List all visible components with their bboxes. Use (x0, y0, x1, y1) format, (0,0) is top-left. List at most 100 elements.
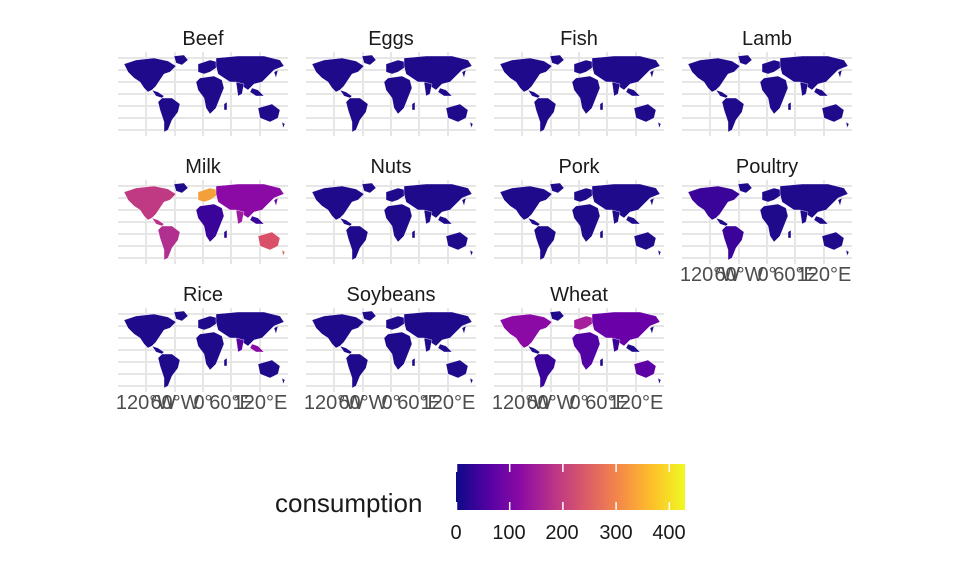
world-map (306, 180, 476, 264)
region-na (499, 57, 553, 93)
region-japan (837, 197, 843, 207)
region-asia (215, 183, 285, 219)
x-tick-label: 0° (757, 264, 777, 286)
region-sea (437, 87, 453, 97)
world-map (306, 52, 476, 136)
region-india (235, 337, 245, 353)
region-japan (649, 325, 655, 335)
region-ca (715, 89, 729, 99)
region-sea (625, 215, 641, 225)
region-sa (533, 353, 557, 389)
region-na (499, 313, 553, 349)
facet-title: Milk (185, 156, 221, 178)
region-nz (657, 377, 662, 385)
region-greenland (361, 54, 377, 66)
region-sea (813, 215, 829, 225)
world-map (118, 308, 288, 392)
region-eu (761, 59, 783, 75)
region-asia (403, 55, 473, 91)
x-tick-label: 0° (569, 392, 589, 414)
region-japan (273, 69, 279, 79)
region-eu (761, 187, 783, 203)
region-japan (837, 69, 843, 79)
region-asia (215, 311, 285, 347)
region-madag (787, 229, 792, 239)
facet-title: Pork (558, 156, 600, 178)
facet-title: Beef (182, 28, 224, 50)
region-nz (845, 249, 850, 257)
region-sa (721, 97, 745, 133)
region-japan (461, 69, 467, 79)
region-nz (657, 121, 662, 129)
region-nz (281, 377, 286, 385)
region-asia (779, 55, 849, 91)
region-sea (249, 343, 265, 353)
x-tick-label: 120°W (303, 392, 365, 414)
region-asia (591, 183, 661, 219)
region-india (235, 209, 245, 225)
x-tick-label: 0° (193, 392, 213, 414)
facet-title: Eggs (368, 28, 414, 50)
region-greenland (737, 54, 753, 66)
region-af (571, 203, 601, 243)
world-map (494, 52, 664, 136)
region-na (123, 185, 177, 221)
region-ca (527, 89, 541, 99)
region-nz (281, 249, 286, 257)
region-india (611, 81, 621, 97)
facet-panel-nuts: Nuts (306, 154, 476, 264)
region-ca (151, 217, 165, 227)
region-asia (591, 55, 661, 91)
region-madag (599, 229, 604, 239)
facet-panel-beef: Beef (118, 26, 288, 136)
region-india (235, 81, 245, 97)
region-sa (157, 353, 181, 389)
region-japan (649, 197, 655, 207)
region-india (611, 337, 621, 353)
world-map (682, 180, 852, 264)
region-sea (249, 215, 265, 225)
region-na (123, 313, 177, 349)
region-asia (591, 311, 661, 347)
region-sea (625, 343, 641, 353)
region-eu (197, 59, 219, 75)
facet-title: Rice (182, 284, 223, 306)
colorbar (456, 464, 685, 510)
region-nz (657, 249, 662, 257)
region-sa (157, 97, 181, 133)
facet-panel-poultry: Poultry 120°W 60°W 0° 60°E 120°E (680, 154, 852, 286)
facet-title: Soybeans (346, 284, 436, 306)
region-india (423, 337, 433, 353)
region-sea (625, 87, 641, 97)
region-greenland (549, 182, 565, 194)
region-sea (249, 87, 265, 97)
region-madag (787, 101, 792, 111)
region-aus (445, 359, 469, 379)
region-nz (469, 249, 474, 257)
region-sea (437, 343, 453, 353)
region-sa (533, 225, 557, 261)
region-eu (573, 59, 595, 75)
region-sa (533, 97, 557, 133)
region-ca (527, 217, 541, 227)
region-na (499, 185, 553, 221)
region-japan (461, 325, 467, 335)
region-nz (469, 377, 474, 385)
region-na (687, 57, 741, 93)
region-madag (411, 101, 416, 111)
region-eu (573, 315, 595, 331)
region-india (423, 81, 433, 97)
region-af (195, 203, 225, 243)
colorbar-legend: consumption 0 100 200 300 (270, 460, 700, 560)
region-af (571, 75, 601, 115)
region-madag (223, 229, 228, 239)
x-axis-labels: 120°W 60°W 0° 60°E 120°E (680, 264, 852, 288)
region-greenland (173, 54, 189, 66)
facet-panel-milk: Milk (118, 154, 288, 264)
region-ca (151, 89, 165, 99)
region-japan (273, 325, 279, 335)
world-map (494, 180, 664, 264)
region-af (383, 331, 413, 371)
region-india (799, 81, 809, 97)
region-ca (527, 345, 541, 355)
